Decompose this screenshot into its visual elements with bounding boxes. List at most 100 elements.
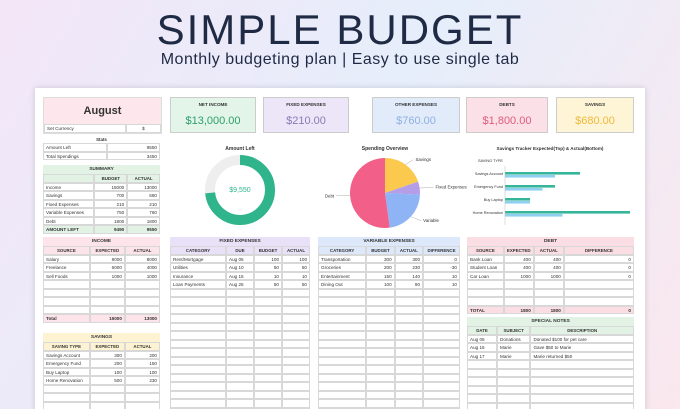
table-cell: Income xyxy=(43,182,95,191)
bar-expected xyxy=(505,172,580,175)
table-cell: Sell Foods xyxy=(43,271,90,280)
blank-cell xyxy=(170,314,226,323)
blank-cell xyxy=(366,331,395,340)
table-row: Salary 8000 8000 xyxy=(43,254,160,263)
blank-cell xyxy=(43,280,90,289)
blank-cell xyxy=(170,407,226,409)
blank-cell xyxy=(254,373,282,382)
stat-label: Amount Left xyxy=(43,143,108,152)
blank-cell xyxy=(503,288,534,297)
blank-cell xyxy=(282,322,310,331)
blank-cell xyxy=(89,393,125,402)
blank-cell xyxy=(254,382,282,391)
blank-cell xyxy=(318,305,367,314)
blank-cell xyxy=(254,305,282,314)
footer-row: TOTAL 1800 1800 0 xyxy=(467,305,634,314)
table-cell: Emergency Fund xyxy=(43,359,90,368)
blank-cell xyxy=(254,348,282,357)
blank-cell xyxy=(423,356,460,365)
blank-cell xyxy=(282,356,310,365)
blank-cell xyxy=(394,407,424,409)
blank-cell xyxy=(394,297,424,306)
header-cell: BUDGET xyxy=(254,246,282,255)
blank-cell xyxy=(43,401,90,409)
blank-cell xyxy=(89,297,125,306)
blank-row xyxy=(43,297,160,306)
table-cell: 0 xyxy=(563,263,634,272)
income-table: INCOME SOURCE EXPECTED ACTUAL Salary 8000 8000… xyxy=(43,237,160,323)
month: August xyxy=(44,98,161,124)
stats-title: Stats xyxy=(96,137,107,142)
blank-cell xyxy=(170,373,226,382)
blank-cell xyxy=(170,390,226,399)
card: SAVINGS $680.00 xyxy=(556,97,634,133)
blank-cell xyxy=(423,348,460,357)
table-row: Freelance 6000 4000 xyxy=(43,263,160,272)
table-cell: 10 xyxy=(423,271,460,280)
stat-value: 3450 xyxy=(107,151,160,160)
table-title: SUMMARY xyxy=(43,165,160,174)
blank-cell xyxy=(170,288,226,297)
header-cell: SUBJECT xyxy=(497,326,531,335)
blank-cell xyxy=(423,322,460,331)
blank-cell xyxy=(226,399,254,408)
subtitle: Monthly budgeting plan | Easy to use sin… xyxy=(160,51,520,68)
blank-row xyxy=(318,373,460,382)
table-cell: 1000 xyxy=(503,271,534,280)
blank-cell xyxy=(366,407,395,409)
table-row: Transportation 300 300 0 xyxy=(318,254,460,263)
header-cell: BUDGET xyxy=(94,174,128,183)
table-cell: 400 xyxy=(503,254,534,263)
card: OTHER EXPENSES $760.00 xyxy=(372,97,460,133)
blank-cell xyxy=(467,297,504,306)
table-cell: Entertainment xyxy=(318,271,367,280)
blank-cell xyxy=(467,385,498,394)
table-cell: Aug 15 xyxy=(226,271,254,280)
table-cell: 230 xyxy=(394,263,424,272)
blank-cell xyxy=(282,288,310,297)
debt-table: DEBT SOURCE EXPECTED ACTUAL DIFFERENCE Bank L… xyxy=(467,237,634,314)
card-value: $1,800.00 xyxy=(482,115,532,127)
header-row: CATEGORY DUE BUDGET ACTUAL xyxy=(170,246,310,255)
blank-row xyxy=(467,377,634,386)
card: DEBTS $1,800.00 xyxy=(466,97,548,133)
table-cell: 100 xyxy=(254,254,282,263)
header-row: SAVING TYPE EXPECTED ACTUAL xyxy=(43,342,160,351)
blank-cell xyxy=(423,382,460,391)
table-title: VARIABLE EXPENSES xyxy=(318,237,460,246)
table-cell: Rent/Mortgage xyxy=(170,254,226,263)
header-cell: ACTUAL xyxy=(124,342,160,351)
blank-row xyxy=(318,288,460,297)
table-cell: 140 xyxy=(394,271,424,280)
table-cell: Dining Out xyxy=(318,280,367,289)
label-line xyxy=(405,159,414,165)
blank-cell xyxy=(467,394,498,403)
blank-cell xyxy=(497,360,531,369)
table-cell: 210 xyxy=(94,199,128,208)
table-row: Variable Expenses 750 760 xyxy=(43,208,160,217)
blank-cell xyxy=(366,339,395,348)
blank-cell xyxy=(43,288,90,297)
stat-value: 9550 xyxy=(107,143,160,152)
header-cell: ACTUAL xyxy=(282,246,310,255)
blank-row xyxy=(467,297,634,306)
blank-row xyxy=(467,402,634,409)
blank-cell xyxy=(282,314,310,323)
blank-row xyxy=(170,288,310,297)
blank-cell xyxy=(423,331,460,340)
table-cell: 100 xyxy=(366,280,395,289)
table-cell: 150 xyxy=(366,271,395,280)
blank-cell xyxy=(170,356,226,365)
table-row: Loan Payments Aug 25 50 50 xyxy=(170,280,310,289)
blank-cell xyxy=(254,365,282,374)
table-row: Savings 700 680 xyxy=(43,191,160,200)
blank-cell xyxy=(366,365,395,374)
blank-cell xyxy=(318,365,367,374)
stat-row: Amount Left 9550 xyxy=(43,143,160,152)
table-row: Sell Foods 1000 1000 xyxy=(43,271,160,280)
table-cell: 400 xyxy=(533,254,564,263)
table-cell: 13000 xyxy=(127,182,160,191)
table-cell: Student Loan xyxy=(467,263,504,272)
table-cell: 50 xyxy=(282,263,310,272)
blank-row xyxy=(170,348,310,357)
